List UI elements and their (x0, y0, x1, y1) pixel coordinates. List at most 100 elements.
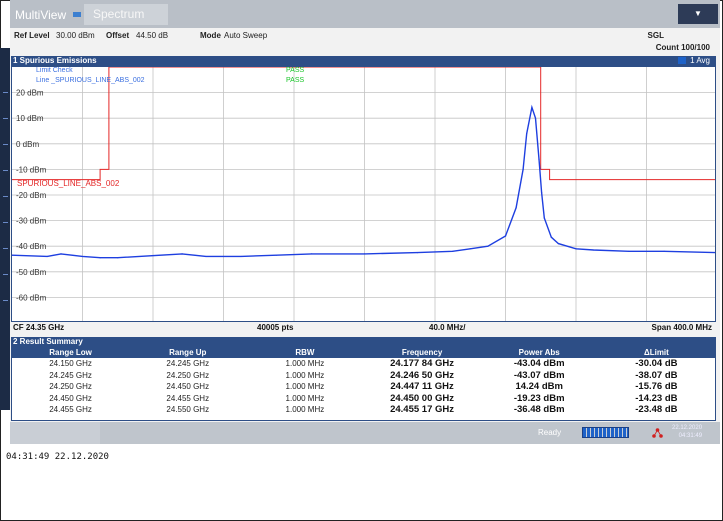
trace-point (515, 207, 517, 209)
power-abs-cell: 14.24 dBm (515, 381, 563, 392)
trace-point (504, 235, 507, 237)
limit-line (12, 67, 715, 181)
tab-spectrum-label: Spectrum (93, 7, 145, 21)
y-tick-label: -50 dBm (16, 268, 47, 277)
ref-level-value[interactable]: 30.00 dBm (56, 31, 95, 40)
panel-tick (3, 274, 8, 275)
status-time: 04:31:49 (678, 433, 703, 439)
column-range-low: Range Low (12, 348, 130, 358)
range-low-cell: 24.245 GHz (49, 370, 92, 380)
spectrum-plot[interactable]: 20 dBm 10 dBm 0 dBm -10 dBm -20 dBm -30 dBm -4… (11, 66, 716, 322)
limit-line-result: PASS (286, 77, 305, 84)
panel-tick (3, 170, 8, 171)
rbw-cell: 1.000 MHz (285, 382, 325, 391)
delta-limit-cell: -14.23 dB (635, 392, 678, 404)
column-rbw: RBW (246, 348, 364, 358)
table-row[interactable]: 24.250 GHz 24.450 GHz 1.000 MHz 24.447 1… (12, 381, 715, 393)
y-tick-label: 20 dBm (16, 89, 44, 98)
range-up-cell: 24.455 GHz (166, 393, 210, 403)
spectrum-trace (12, 104, 715, 259)
power-abs-cell: -36.48 dBm (513, 404, 565, 415)
menu-button[interactable]: ▼ (678, 4, 718, 24)
range-up-cell: 24.250 GHz (166, 370, 210, 380)
range-up-cell: 24.245 GHz (166, 359, 210, 368)
rbw-cell: 1.000 MHz (285, 359, 325, 368)
trace-point (416, 252, 418, 254)
limit-line-name: Line _SPURIOUS_LINE_ABS_002 (36, 77, 145, 84)
range-low-cell: 24.250 GHz (49, 382, 92, 391)
y-tick-label: 0 dBm (16, 140, 39, 149)
panel-tick (3, 118, 8, 119)
limit-check-label: Limit Check (36, 67, 73, 74)
panel-tick (3, 196, 8, 197)
table-row[interactable]: 24.455 GHz 24.550 GHz 1.000 MHz 24.455 1… (12, 404, 715, 416)
sweep-points: 40005 pts (257, 323, 294, 332)
tab-multiview[interactable]: MultiView (12, 5, 87, 25)
trace-point (60, 253, 62, 255)
left-panel-strip (0, 48, 10, 410)
panel-tick (3, 144, 8, 145)
offset-value[interactable]: 44.50 dB (136, 31, 169, 40)
column-delta-limit: ΔLimit (597, 348, 715, 358)
trace-point (593, 249, 595, 251)
screenshot-timestamp: 04:31:49 22.12.2020 (6, 452, 109, 462)
table-row[interactable]: 24.450 GHz 24.455 GHz 1.000 MHz 24.450 0… (12, 393, 715, 405)
table-row[interactable]: 24.150 GHz 24.245 GHz 1.000 MHz 24.177 8… (12, 358, 715, 370)
panel-tick (3, 92, 8, 93)
trace-indicator[interactable]: 1 Avg (677, 56, 710, 66)
delta-limit-cell: -38.07 dB (635, 369, 678, 381)
trace-point (534, 117, 537, 119)
trace-point (12, 254, 13, 256)
delta-limit-cell: -23.48 dB (635, 404, 678, 415)
ready-status: Ready (538, 428, 562, 437)
rbw-cell: 1.000 MHz (285, 393, 325, 403)
power-abs-cell: -43.04 dBm (513, 358, 565, 369)
power-abs-cell: -43.07 dBm (513, 369, 565, 381)
settings-bar: Ref Level 30.00 dBm Offset 44.50 dB Mode… (10, 28, 720, 54)
column-power-abs: Power Abs (480, 348, 598, 358)
trace-icon (677, 57, 686, 64)
delta-limit-cell: -15.76 dB (635, 381, 678, 392)
trace-label: 1 Avg (690, 56, 710, 65)
panel-tick (3, 222, 8, 223)
trace-point (452, 250, 454, 252)
limit-check-result: PASS (286, 67, 305, 74)
power-abs-cell: -19.23 dBm (513, 392, 565, 404)
network-icon[interactable] (652, 428, 663, 438)
frequency-per-div: 40.0 MHz/ (429, 323, 466, 332)
range-low-cell: 24.455 GHz (49, 405, 92, 414)
panel-tick (3, 248, 8, 249)
trace-point (181, 253, 183, 255)
frequency-cell: 24.177 84 GHz (390, 358, 454, 369)
panel-tick (3, 300, 8, 301)
rbw-cell: 1.000 MHz (285, 405, 325, 414)
trace-point (81, 255, 84, 258)
rbw-cell: 1.000 MHz (285, 370, 325, 380)
trace-point (663, 250, 665, 252)
result-summary-title: 2 Result Summary (13, 337, 83, 346)
result-summary-header: 2 Result Summary (11, 337, 716, 347)
table-row[interactable]: 24.245 GHz 24.250 GHz 1.000 MHz 24.246 5… (12, 370, 715, 382)
offset-label: Offset (106, 31, 130, 40)
range-low-cell: 24.450 GHz (49, 393, 92, 403)
y-tick-label: -20 dBm (16, 191, 47, 200)
y-tick-label: -10 dBm (16, 165, 47, 174)
trace-point (311, 253, 313, 255)
trace-point (628, 250, 630, 252)
dropdown-arrow-icon: ▼ (694, 9, 702, 18)
delta-limit-cell: -30.04 dB (635, 358, 678, 369)
trace-point (99, 257, 101, 259)
trace-point (363, 253, 366, 255)
sgl-indicator: SGL (647, 31, 664, 40)
tab-spectrum[interactable]: Spectrum (84, 4, 168, 25)
status-left-area (10, 422, 100, 444)
status-bar: Ready 22.12.2020 04:31:49 (10, 422, 720, 444)
trace-point (469, 248, 471, 250)
frequency-cell: 24.455 17 GHz (390, 404, 454, 415)
trace-point (205, 255, 207, 258)
limit-line-label: SPURIOUS_LINE_ABS_002 (17, 179, 120, 188)
mode-value[interactable]: Auto Sweep (224, 31, 268, 40)
column-range-up: Range Up (129, 348, 247, 358)
sweep-count: Count 100/100 (655, 43, 710, 52)
center-frequency: CF 24.35 GHz (13, 323, 65, 332)
